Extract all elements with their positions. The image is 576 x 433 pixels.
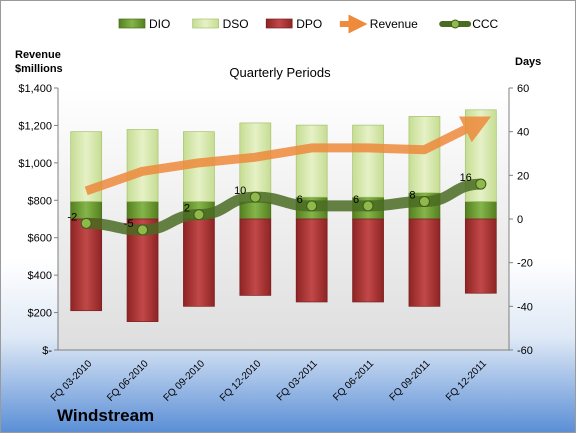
ccc-data-label-7: 16 xyxy=(460,172,472,184)
right-axis-tick-label: -40 xyxy=(517,301,533,313)
bar-dpo-2 xyxy=(183,218,215,307)
left-axis-tick-label: $800 xyxy=(28,195,52,207)
x-tick-label: FQ 12-2011 xyxy=(444,358,489,403)
right-axis-label: Days xyxy=(515,56,541,68)
legend-label-dpo: DPO xyxy=(296,17,322,31)
legend-swatch-dpo xyxy=(265,18,293,29)
ccc-point-2 xyxy=(193,209,205,221)
bar-dpo-5 xyxy=(352,218,384,303)
x-tick-label: FQ 03-2010 xyxy=(49,358,95,404)
legend-entry-dio: DIO xyxy=(118,17,170,31)
bar-dio-3 xyxy=(239,201,272,220)
ccc-data-label-5: 6 xyxy=(353,194,359,206)
left-axis-tick-label: $1,400 xyxy=(18,83,52,95)
ccc-point-7 xyxy=(475,178,487,190)
left-axis-tick-label: $600 xyxy=(28,233,52,245)
x-tick-label: FQ 06-2011 xyxy=(331,358,376,403)
x-tick-label: FQ 09-2011 xyxy=(388,358,433,403)
right-axis-tick-label: -20 xyxy=(517,258,533,270)
bar-dpo-7 xyxy=(464,218,497,294)
ccc-point-1 xyxy=(137,224,149,236)
bar-dso-1 xyxy=(126,129,159,202)
legend-label-ccc: CCC xyxy=(472,17,498,31)
ccc-data-label-3: 10 xyxy=(234,185,246,197)
ccc-data-label-0: -2 xyxy=(67,211,77,223)
legend-entry-revenue: Revenue xyxy=(339,14,418,34)
left-axis-tick-label: $- xyxy=(42,345,52,357)
bar-dpo-0 xyxy=(70,218,103,312)
revenue-line xyxy=(84,116,492,196)
legend-entry-ccc: CCC xyxy=(439,17,499,31)
bar-dpo-1 xyxy=(126,218,159,322)
left-axis-tick-label: $200 xyxy=(28,308,52,320)
legend-label-dio: DIO xyxy=(149,17,170,31)
left-axis-label-line1: Revenue xyxy=(15,49,61,61)
x-tick-label: FQ 06-2010 xyxy=(105,358,151,404)
bar-dso-5 xyxy=(352,124,384,198)
ccc-point-6 xyxy=(418,196,430,208)
ccc-point-0 xyxy=(80,217,92,229)
ccc-data-label-6: 8 xyxy=(409,190,415,202)
bar-dso-6 xyxy=(408,116,441,194)
legend-entry-dso: DSO xyxy=(192,17,249,31)
company-name: Windstream xyxy=(57,406,155,425)
left-axis-label-line2: $millions xyxy=(15,63,63,75)
bar-dio-1 xyxy=(126,201,159,220)
x-tick-label: FQ 03-2011 xyxy=(275,358,320,403)
ccc-point-5 xyxy=(362,200,374,212)
right-axis-tick-label: 20 xyxy=(517,170,529,182)
right-axis-tick-label: 0 xyxy=(517,214,523,226)
bar-dpo-4 xyxy=(295,218,328,303)
legend-label-dso: DSO xyxy=(223,17,249,31)
legend-marker-ccc xyxy=(450,19,460,29)
right-axis-tick-label: 40 xyxy=(517,127,529,139)
ccc-data-label-4: 6 xyxy=(297,194,303,206)
bar-dpo-3 xyxy=(239,218,272,296)
chart-title: Quarterly Periods xyxy=(229,65,331,80)
legend-entry-dpo: DPO xyxy=(265,17,322,31)
left-axis-tick-label: $1,200 xyxy=(18,120,52,132)
bar-dpo-6 xyxy=(408,218,441,307)
legend-swatch-dso xyxy=(192,18,219,29)
ccc-point-4 xyxy=(306,200,318,212)
bar-dio-7 xyxy=(464,201,497,220)
x-tick-label: FQ 12-2010 xyxy=(218,358,264,404)
x-tick-label: FQ 09-2010 xyxy=(162,358,208,404)
ccc-point-3 xyxy=(249,191,261,203)
left-axis-tick-label: $1,000 xyxy=(18,158,52,170)
ccc-data-label-1: -5 xyxy=(124,218,134,230)
ccc-data-label-2: 2 xyxy=(184,203,190,215)
right-axis-tick-label: -60 xyxy=(517,345,533,357)
left-axis-tick-label: $400 xyxy=(28,270,52,282)
right-axis-tick-label: 60 xyxy=(517,83,529,95)
legend-swatch-dio xyxy=(118,18,146,29)
bar-dso-4 xyxy=(295,124,328,198)
legend-label-revenue: Revenue xyxy=(370,17,418,31)
